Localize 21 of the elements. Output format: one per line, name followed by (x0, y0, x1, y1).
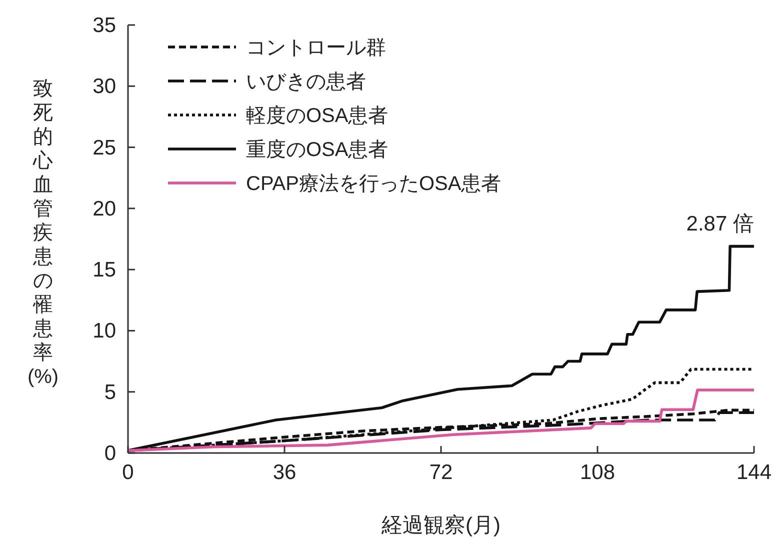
x-tick-label: 72 (429, 461, 453, 484)
legend-label: いびきの患者 (246, 71, 366, 93)
annotation: 2.87 倍 (686, 212, 754, 236)
y-tick-label: 30 (92, 75, 116, 98)
text: 致死的心血管疾患の罹患率(%) (27, 78, 59, 388)
y-tick-label: 20 (92, 197, 116, 220)
x-tick-label: 36 (272, 461, 296, 484)
y-tick-label: 15 (92, 258, 116, 282)
x-tick-label: 0 (122, 461, 134, 484)
y-tick-label: 35 (92, 14, 116, 37)
x-tick-label: 108 (580, 461, 616, 484)
y-tick-label: 10 (92, 320, 116, 343)
x-tick-label: 144 (736, 461, 772, 484)
x-axis-title: 経過観察(月) (380, 514, 500, 537)
y-tick-label: 5 (104, 380, 116, 404)
y-tick-label: 0 (104, 442, 116, 465)
legend-label: コントロール群 (246, 37, 386, 59)
legend-label: 重度のOSA患者 (246, 139, 388, 161)
y-tick-label: 25 (92, 136, 116, 160)
legend-label: 軽度のOSA患者 (246, 105, 388, 127)
legend-label: CPAP療法を行ったOSA患者 (246, 173, 502, 195)
